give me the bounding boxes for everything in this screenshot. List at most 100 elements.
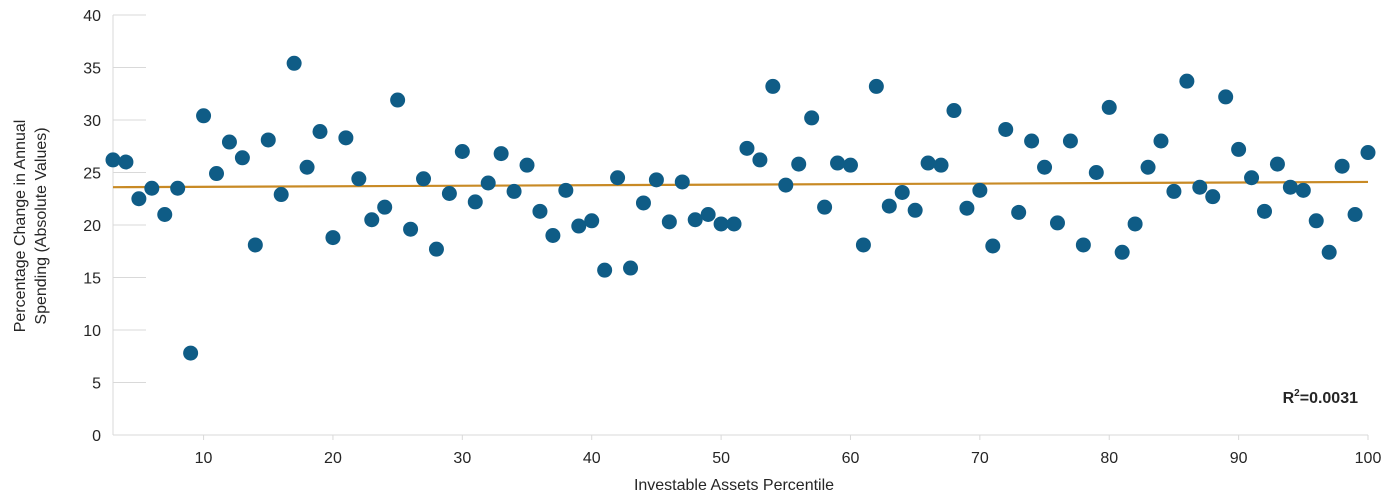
trendline-layer xyxy=(112,180,1369,189)
data-point xyxy=(1321,244,1337,260)
data-point xyxy=(920,155,936,171)
data-point xyxy=(1153,133,1169,149)
data-point xyxy=(1308,213,1324,229)
data-point xyxy=(428,241,444,257)
data-point xyxy=(597,262,613,278)
data-point xyxy=(959,200,975,216)
data-point xyxy=(584,213,600,229)
data-point xyxy=(661,214,677,230)
data-point xyxy=(558,182,574,198)
data-point xyxy=(144,180,160,196)
data-point xyxy=(881,198,897,214)
y-tick-label: 30 xyxy=(83,113,101,130)
data-point xyxy=(1114,244,1130,260)
data-point xyxy=(480,175,496,191)
data-point xyxy=(247,237,263,253)
y-tick-label: 25 xyxy=(83,166,101,183)
data-point xyxy=(791,156,807,172)
data-point xyxy=(351,171,367,187)
x-tick-label: 80 xyxy=(1100,450,1118,467)
data-point xyxy=(403,221,419,237)
data-point xyxy=(234,150,250,166)
data-point xyxy=(196,108,212,124)
r-squared-prefix: R xyxy=(1283,390,1295,407)
data-point xyxy=(1166,183,1182,199)
x-tick-label: 100 xyxy=(1355,450,1382,467)
x-tick-label: 10 xyxy=(195,450,213,467)
data-point xyxy=(286,55,302,71)
data-point xyxy=(765,78,781,94)
data-points xyxy=(105,55,1376,361)
data-point xyxy=(752,152,768,168)
y-axis-title-line-2: Spending (Absolute Values) xyxy=(33,127,50,324)
y-tick-label: 40 xyxy=(83,8,101,25)
x-tick-label: 50 xyxy=(712,450,730,467)
data-point xyxy=(105,152,121,168)
y-tick-label: 10 xyxy=(83,323,101,340)
data-point xyxy=(325,230,341,246)
data-point xyxy=(545,228,561,243)
axis-labels: Investable Assets Percentile Percentage … xyxy=(12,120,1358,494)
data-point xyxy=(299,159,315,175)
data-point xyxy=(1127,216,1143,232)
x-tick-label: 40 xyxy=(583,450,601,467)
data-point xyxy=(131,191,147,207)
data-point xyxy=(1049,215,1065,231)
data-point xyxy=(183,345,199,361)
data-point xyxy=(467,194,483,210)
x-axis-title: Investable Assets Percentile xyxy=(634,477,834,494)
data-point xyxy=(454,144,470,159)
data-point xyxy=(1140,159,1156,175)
data-point xyxy=(868,78,884,94)
data-point xyxy=(571,218,587,234)
x-tick-label: 70 xyxy=(971,450,989,467)
data-point xyxy=(1282,179,1298,195)
data-point xyxy=(894,184,910,200)
data-point xyxy=(1205,189,1221,205)
data-point xyxy=(1088,165,1104,180)
y-axis-title-line-1: Percentage Change in Annual xyxy=(12,120,29,333)
data-point xyxy=(998,121,1014,137)
axes: 0 5 10 15 20 25 30 35 40 10 20 30 40 50 60 70 80 90 100 xyxy=(83,8,1381,467)
r-squared-annotation: R2=0.0031 xyxy=(1283,388,1359,407)
data-point xyxy=(907,202,923,218)
data-point xyxy=(1347,207,1363,222)
data-point xyxy=(1256,203,1272,219)
data-point xyxy=(260,132,276,148)
data-point xyxy=(1218,89,1234,105)
data-point xyxy=(1295,182,1311,198)
data-point xyxy=(726,216,742,232)
x-tick-label: 20 xyxy=(324,450,342,467)
data-point xyxy=(312,124,328,140)
data-point xyxy=(778,177,794,193)
data-point xyxy=(713,216,729,232)
data-point xyxy=(830,155,846,171)
data-point xyxy=(933,157,949,173)
data-point xyxy=(648,172,664,188)
data-point xyxy=(635,195,651,211)
data-point xyxy=(1269,156,1285,172)
x-tick-label: 90 xyxy=(1230,450,1248,467)
data-point xyxy=(946,103,962,119)
data-point xyxy=(687,212,703,228)
data-point xyxy=(1244,170,1260,186)
data-point xyxy=(1192,179,1208,195)
data-point xyxy=(972,182,988,198)
data-point xyxy=(118,154,134,170)
data-point xyxy=(377,199,393,215)
x-tick-label: 30 xyxy=(453,450,471,467)
data-point xyxy=(817,199,833,215)
y-tick-label: 35 xyxy=(83,61,101,78)
data-point xyxy=(416,171,432,187)
data-point xyxy=(519,157,535,173)
data-point xyxy=(1037,159,1053,175)
data-point xyxy=(674,174,690,190)
x-tick-label: 60 xyxy=(842,450,860,467)
data-point xyxy=(532,203,548,219)
trendline xyxy=(112,180,1369,189)
data-point xyxy=(273,187,289,203)
data-point xyxy=(441,186,457,201)
data-point xyxy=(739,140,755,156)
data-point xyxy=(623,260,639,276)
